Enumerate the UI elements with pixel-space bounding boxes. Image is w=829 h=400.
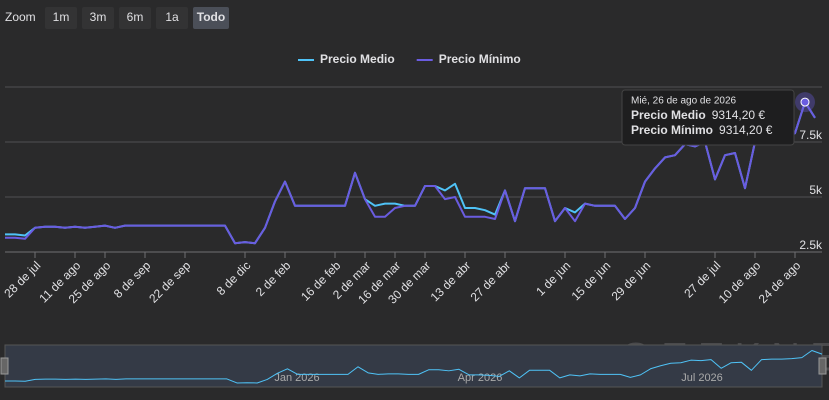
x-tick-label: 8 de dic (214, 258, 254, 298)
zoom-button-label[interactable]: 1a (165, 10, 179, 24)
zoom-button-label[interactable]: 6m (127, 10, 144, 24)
zoom-buttons: 1m 3m 6m 1a Todo (45, 7, 229, 29)
navigator-label: Jul 2026 (681, 372, 723, 384)
series-line (5, 101, 816, 245)
x-tick-label: 27 de abr (468, 258, 514, 304)
x-tick-label: 2 de feb (253, 258, 294, 299)
navigator-handle[interactable] (0, 357, 9, 375)
x-tick-label: 13 de abr (428, 258, 474, 304)
navigator-background (4, 344, 823, 388)
zoom-button[interactable] (82, 7, 114, 29)
tooltip-value: 9314,20 € (712, 108, 766, 122)
zoom-button[interactable] (45, 7, 77, 29)
zoom-button[interactable] (119, 7, 151, 29)
legend-label: Precio Medio (320, 52, 395, 66)
x-tick-label: 10 de ago (716, 258, 764, 306)
y-tick-label: 5k (809, 183, 823, 197)
y-tick-label: 2.5k (799, 238, 823, 252)
x-tick-label: 24 de ago (756, 258, 804, 306)
y-tick-label: 7.5k (799, 128, 823, 142)
x-tick-label: 22 de sep (146, 258, 193, 305)
navigator-line (5, 349, 823, 384)
zoom-button-label[interactable]: 1m (53, 10, 70, 24)
zoom-button[interactable] (156, 7, 188, 29)
x-tick-label: 1 de jun (533, 258, 573, 298)
navigator-label: Apr 2026 (458, 372, 503, 384)
zoom-button-label[interactable]: Todo (197, 10, 225, 24)
tooltip-name: Precio Medio (631, 108, 706, 122)
x-tick-label: 29 de jun (609, 258, 654, 303)
tooltip-header: Mié, 26 de ago de 2026 (631, 96, 737, 107)
hover-marker (800, 97, 810, 107)
navigator-handle[interactable] (818, 357, 827, 375)
legend-label: Precio Mínimo (439, 52, 521, 66)
x-tick-label: 15 de jun (569, 258, 614, 303)
tooltip-box (621, 89, 795, 146)
tooltip-name: Precio Mínimo (631, 123, 713, 137)
navigator-label: Jan 2026 (274, 372, 319, 384)
zoom-button[interactable] (193, 7, 229, 29)
zoom-label: Zoom (5, 10, 36, 24)
zoom-button-label[interactable]: 3m (90, 10, 107, 24)
tooltip-value: 9314,20 € (719, 123, 773, 137)
